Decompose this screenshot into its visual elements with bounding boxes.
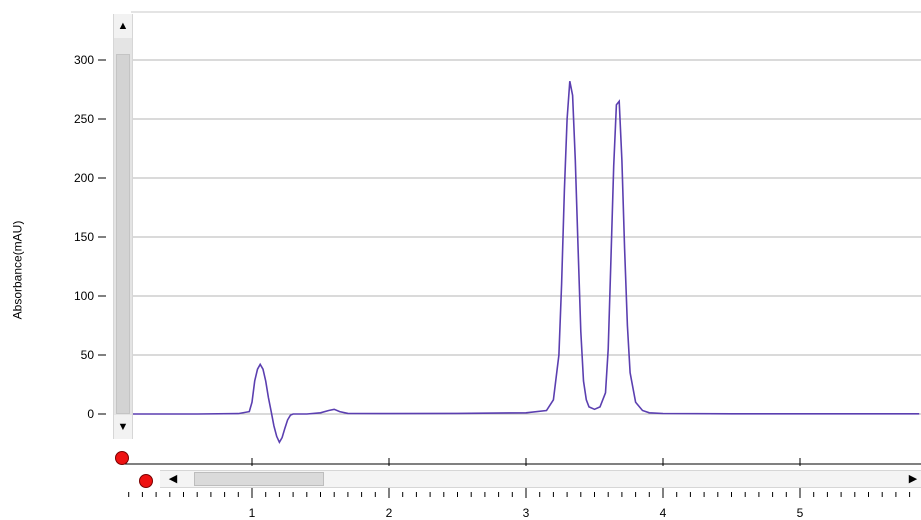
scroll-right-button[interactable]: ▶ xyxy=(905,471,921,487)
x-tick-label: 5 xyxy=(797,506,804,520)
right-arrow-icon: ▶ xyxy=(908,472,918,485)
y-ticks: 0 50 100 150 200 250 300 xyxy=(74,53,106,421)
y-tick-label: 200 xyxy=(74,171,94,185)
y-tick-label: 100 xyxy=(74,289,94,303)
chromatogram-trace xyxy=(131,81,920,445)
scroll-up-button[interactable]: ▲ xyxy=(114,14,132,38)
up-arrow-icon: ▲ xyxy=(117,19,129,32)
vertical-scroll-thumb[interactable] xyxy=(116,54,130,414)
y-tick-label: 0 xyxy=(87,407,94,421)
y-tick-label: 300 xyxy=(74,53,94,67)
x-tick-label: 3 xyxy=(523,506,530,520)
x-ticks: 1 2 3 4 5 xyxy=(122,458,921,520)
scroll-down-button[interactable]: ▼ xyxy=(114,415,132,439)
gridlines xyxy=(131,11,921,415)
x-tick-label: 1 xyxy=(249,506,256,520)
y-tick-label: 50 xyxy=(81,348,95,362)
y-tick-label: 250 xyxy=(74,112,94,126)
y-autoscale-button[interactable] xyxy=(115,451,129,465)
vertical-scrollbar[interactable]: ▲ ▼ xyxy=(113,14,133,439)
scroll-left-button[interactable]: ◀ xyxy=(162,471,184,487)
y-tick-label: 150 xyxy=(74,230,94,244)
horizontal-scrollbar[interactable]: ◀ ▶ xyxy=(160,470,921,488)
x-tick-label: 4 xyxy=(660,506,667,520)
left-arrow-icon: ◀ xyxy=(168,472,178,485)
horizontal-scroll-thumb[interactable] xyxy=(194,472,324,486)
x-autoscale-button[interactable] xyxy=(139,474,153,488)
x-tick-label: 2 xyxy=(386,506,393,520)
down-arrow-icon: ▼ xyxy=(117,420,129,433)
